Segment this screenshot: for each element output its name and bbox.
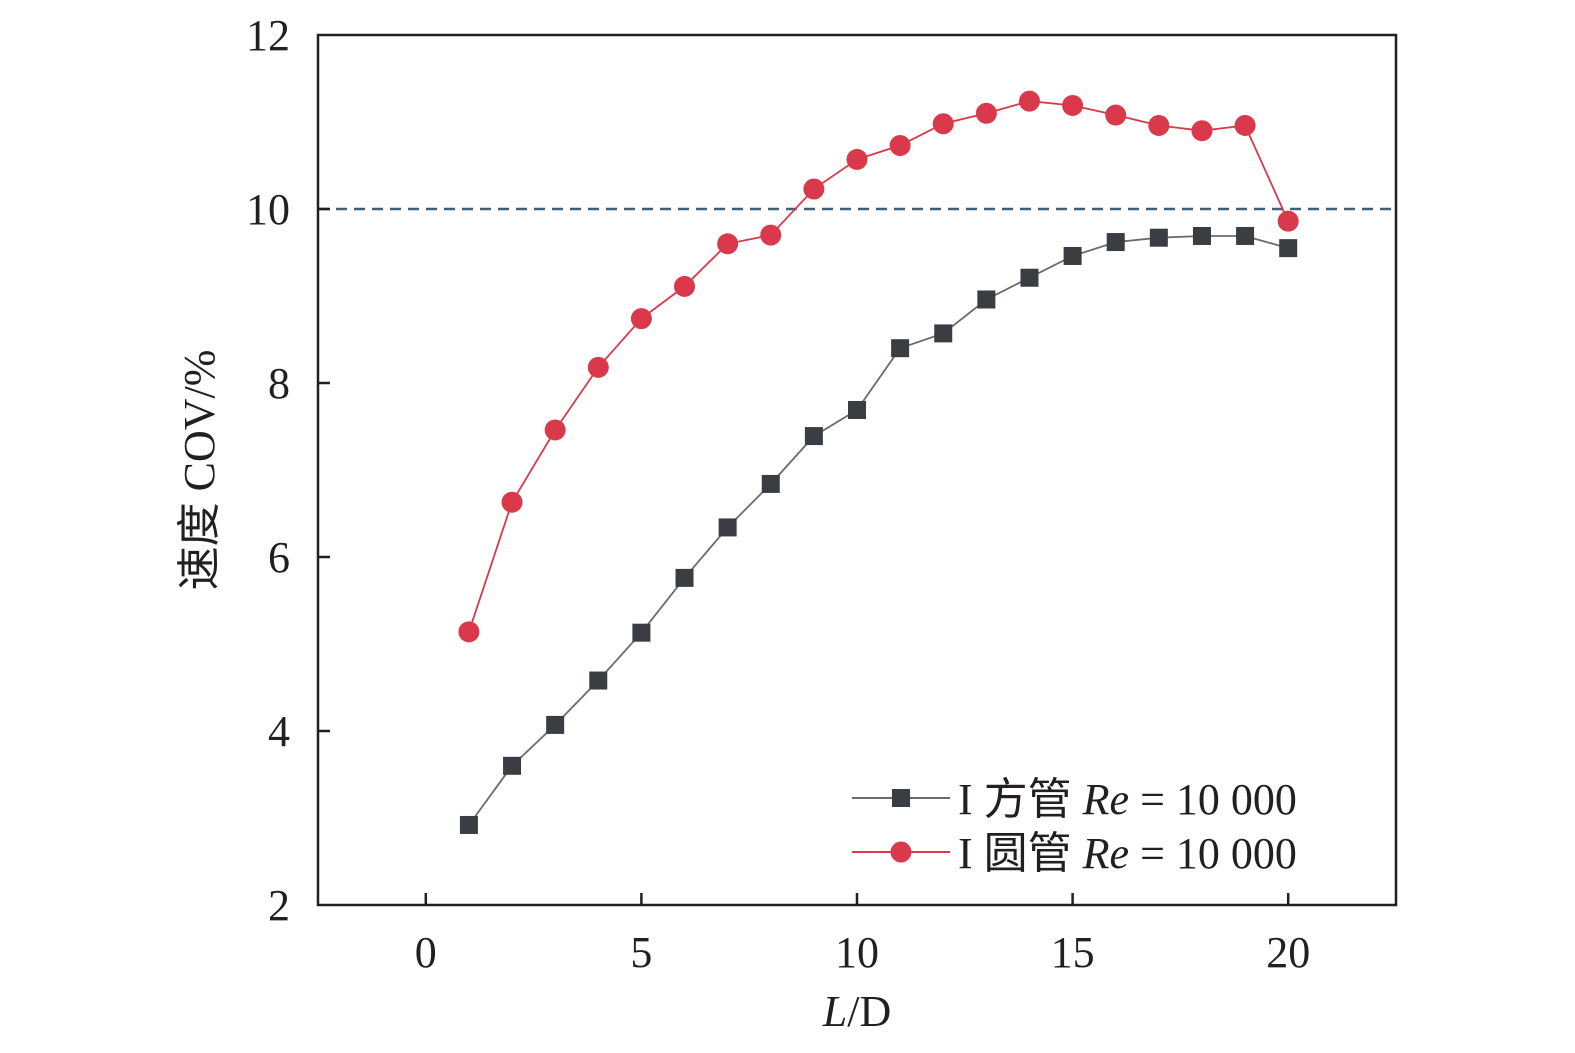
- legend-label-suffix: = 10 000: [1129, 775, 1297, 824]
- data-point-square: [761, 474, 780, 493]
- y-tick-label: 12: [246, 11, 290, 60]
- data-point-circle: [803, 178, 825, 200]
- x-tick-label: 15: [1051, 928, 1095, 977]
- data-point-square: [804, 427, 823, 446]
- data-point-circle: [1277, 210, 1299, 232]
- data-point-circle: [674, 275, 696, 297]
- data-point-square: [1149, 228, 1168, 247]
- data-point-circle: [630, 308, 652, 330]
- legend-label-suffix: = 10 000: [1129, 829, 1297, 878]
- data-point-square: [503, 756, 522, 775]
- y-tick-label: 4: [268, 707, 290, 756]
- data-point-square: [891, 339, 910, 358]
- data-point-circle: [544, 419, 566, 441]
- data-point-square: [589, 671, 608, 690]
- data-point-square: [934, 324, 953, 343]
- data-point-square: [546, 715, 565, 734]
- legend-label-prefix: I 方管: [958, 775, 1083, 824]
- data-point-square: [632, 623, 651, 642]
- data-point-circle: [501, 491, 523, 513]
- x-axis-title: L/D: [822, 987, 891, 1036]
- legend-label-italic: Re: [1082, 775, 1129, 824]
- legend-item-round-tube: I 圆管 Re = 10 000: [852, 829, 1297, 878]
- x-tick-label: 5: [630, 928, 652, 977]
- legend-label-prefix: I 圆管: [958, 829, 1083, 878]
- series-layer: [458, 90, 1299, 834]
- data-point-circle: [1234, 114, 1256, 136]
- y-tick-label: 8: [268, 359, 290, 408]
- series-line: [468, 235, 1289, 826]
- data-point-circle: [1148, 114, 1170, 136]
- data-point-square: [1020, 268, 1039, 287]
- data-point-circle: [975, 102, 997, 124]
- data-point-square: [1279, 239, 1298, 258]
- legend-item-square-tube: I 方管 Re = 10 000: [852, 775, 1297, 824]
- data-point-circle: [932, 113, 954, 135]
- legend-label-italic: Re: [1082, 829, 1129, 878]
- y-tick-label: 10: [246, 185, 290, 234]
- data-point-square: [1236, 226, 1255, 245]
- x-tick-label: 0: [415, 928, 437, 977]
- x-tick-label: 20: [1266, 928, 1310, 977]
- series-square-tube: [459, 226, 1298, 834]
- data-point-circle: [1062, 94, 1084, 116]
- data-point-circle: [587, 356, 609, 378]
- legend-marker-circle-icon: [890, 841, 912, 863]
- data-point-square: [675, 568, 694, 587]
- data-point-circle: [889, 134, 911, 156]
- data-point-circle: [717, 233, 739, 255]
- data-point-square: [459, 815, 478, 834]
- data-point-circle: [458, 621, 480, 643]
- x-axis-title-italic: L: [822, 987, 847, 1036]
- ticks-layer: 0 5 10 15 20 2 4 6 8 10 12: [246, 11, 1310, 977]
- data-point-circle: [846, 148, 868, 170]
- legend-label-round-tube: I 圆管 Re = 10 000: [958, 829, 1297, 878]
- legend-marker-square-icon: [892, 789, 910, 807]
- legend: I 方管 Re = 10 000 I 圆管 Re = 10 000: [852, 775, 1297, 878]
- legend-label-square-tube: I 方管 Re = 10 000: [958, 775, 1297, 824]
- y-tick-label: 2: [268, 881, 290, 930]
- x-tick-label: 10: [835, 928, 879, 977]
- data-point-circle: [1105, 104, 1127, 126]
- data-point-square: [718, 518, 737, 537]
- x-axis-title-rest: /D: [847, 987, 891, 1036]
- y-tick-label: 6: [268, 533, 290, 582]
- data-point-square: [977, 290, 996, 309]
- data-point-circle: [1018, 90, 1040, 112]
- data-point-circle: [1191, 120, 1213, 142]
- data-point-circle: [760, 224, 782, 246]
- data-point-square: [848, 400, 866, 419]
- data-point-square: [1063, 246, 1082, 265]
- series-round-tube: [458, 90, 1299, 643]
- y-axis-title: 速度 COV/%: [175, 350, 224, 591]
- data-point-square: [1106, 233, 1125, 252]
- data-point-square: [1192, 226, 1211, 245]
